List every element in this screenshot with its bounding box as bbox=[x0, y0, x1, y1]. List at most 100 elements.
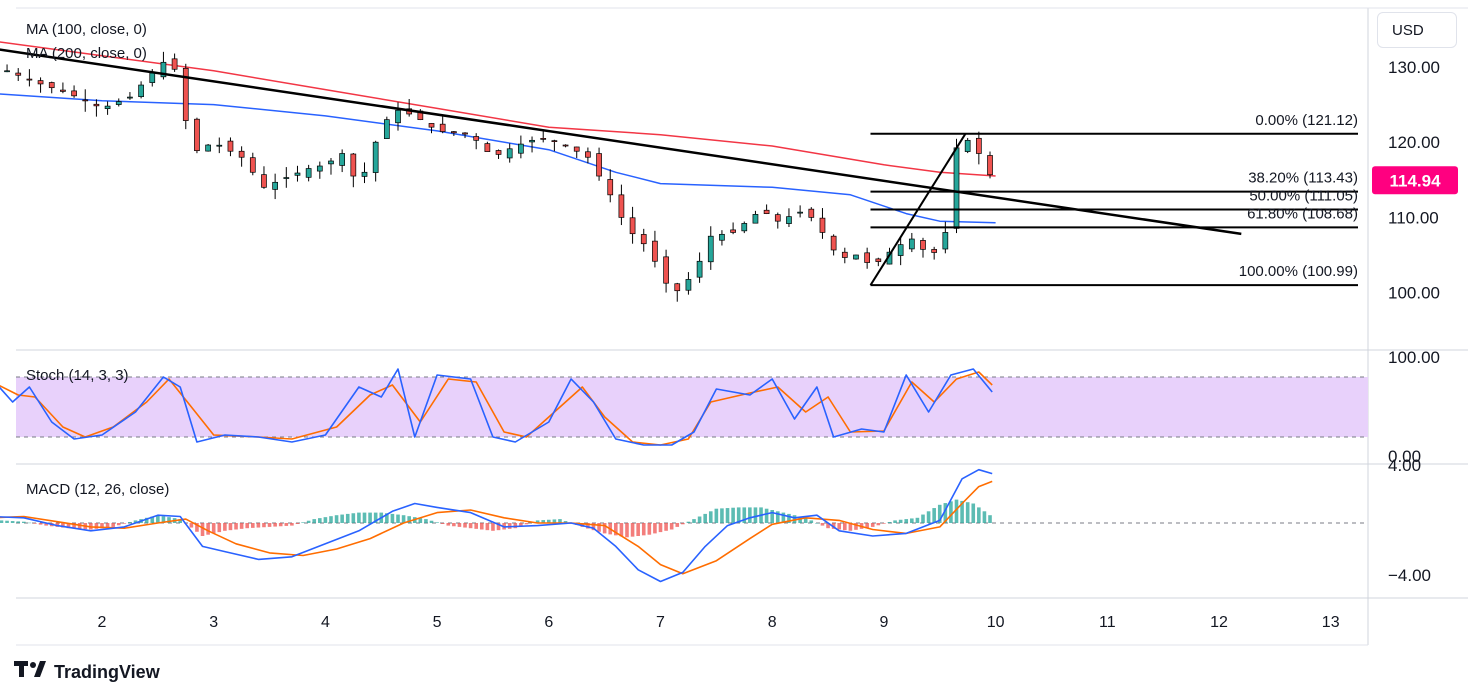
current-price-badge bbox=[1372, 166, 1458, 195]
macd-histogram-bar bbox=[898, 519, 903, 523]
macd-histogram-bar bbox=[893, 520, 897, 523]
candle-body bbox=[216, 144, 223, 147]
candle-body bbox=[618, 194, 625, 218]
macd-histogram-bar bbox=[496, 523, 501, 531]
stochastic-pane[interactable]: Stoch (14, 3, 3) bbox=[0, 367, 1368, 446]
currency-button[interactable]: USD bbox=[1377, 12, 1457, 48]
candle-body bbox=[674, 283, 681, 292]
candle-body bbox=[685, 279, 692, 291]
fib-level-label: 61.80% (108.68) bbox=[1247, 205, 1358, 222]
macd-histogram-bar bbox=[781, 512, 786, 523]
macd-histogram-bar bbox=[111, 523, 115, 527]
macd-histogram-bar bbox=[876, 523, 881, 526]
candle-body bbox=[808, 208, 815, 218]
macd-histogram-bar bbox=[753, 507, 758, 523]
macd-histogram-bar bbox=[625, 523, 629, 538]
macd-histogram-bar bbox=[156, 515, 160, 523]
macd-histogram-bar bbox=[329, 516, 333, 523]
candle-body bbox=[283, 177, 290, 179]
macd-histogram-bar bbox=[971, 503, 976, 523]
candle-body bbox=[261, 174, 267, 188]
macd-histogram-bar bbox=[541, 520, 546, 523]
macd-histogram-bar bbox=[94, 523, 99, 529]
candle-body bbox=[127, 96, 133, 99]
candle-body bbox=[830, 235, 837, 251]
macd-histogram-bar bbox=[223, 523, 227, 531]
macd-histogram-bar bbox=[250, 523, 255, 528]
candle-body bbox=[361, 171, 368, 177]
macd-histogram-bar bbox=[926, 511, 931, 523]
macd-histogram-bar bbox=[468, 523, 473, 529]
candle-body bbox=[596, 153, 602, 177]
time-tick-label: 3 bbox=[209, 614, 218, 631]
macd-histogram-bar bbox=[748, 507, 752, 523]
price-tick-label: 110.00 bbox=[1388, 208, 1439, 227]
macd-histogram-bar bbox=[105, 523, 110, 528]
macd-histogram-bar bbox=[256, 523, 261, 528]
macd-histogram-bar bbox=[267, 523, 272, 527]
macd-histogram-bar bbox=[641, 523, 646, 536]
macd-histogram-bar bbox=[870, 523, 875, 527]
candle-body bbox=[774, 214, 781, 222]
macd-histogram-bar bbox=[949, 501, 953, 523]
macd-histogram-bar bbox=[524, 523, 529, 525]
candle-body bbox=[506, 148, 513, 159]
macd-pane[interactable]: MACD (12, 26, close) bbox=[0, 468, 1368, 583]
candle-body bbox=[294, 172, 301, 176]
candle-body bbox=[875, 258, 882, 262]
macd-histogram-bar bbox=[764, 508, 769, 523]
time-tick-label: 12 bbox=[1210, 614, 1228, 631]
candle-body bbox=[428, 123, 435, 128]
candle-body bbox=[205, 144, 211, 152]
macd-histogram-bar bbox=[357, 512, 361, 523]
tradingview-brand[interactable]: TradingView bbox=[14, 658, 160, 686]
macd-histogram-bar bbox=[16, 521, 21, 523]
macd-histogram-bar bbox=[653, 523, 657, 534]
macd-histogram-bar bbox=[982, 511, 987, 523]
macd-histogram-bar bbox=[167, 517, 171, 523]
macd-histogram-bar bbox=[792, 515, 797, 523]
macd-histogram-bar bbox=[887, 522, 892, 523]
macd-histogram-bar bbox=[669, 523, 674, 530]
macd-histogram-bar bbox=[591, 523, 596, 531]
candle-body bbox=[339, 153, 346, 166]
macd-histogram-bar bbox=[306, 520, 311, 523]
price-pane[interactable]: 0.00% (121.12) 38.20% (113.43)50.00% (111… bbox=[0, 21, 1358, 302]
price-axes: 130.00120.00110.00100.00114.94100.000.00… bbox=[98, 58, 1458, 631]
candle-body bbox=[652, 240, 658, 262]
candle-body bbox=[908, 238, 915, 250]
macd-histogram-bar bbox=[725, 508, 730, 523]
macd-histogram-bar bbox=[133, 520, 138, 523]
macd-histogram-bar bbox=[954, 499, 959, 523]
fib-level-label: 100.00% (100.99) bbox=[1239, 263, 1358, 280]
stoch-tick-label: 0.00 bbox=[1388, 447, 1421, 466]
macd-signal-line bbox=[0, 480, 993, 575]
macd-histogram-bar bbox=[144, 517, 149, 523]
macd-histogram-bar bbox=[44, 523, 48, 526]
macd-histogram-bar bbox=[228, 523, 233, 531]
macd-histogram-bar bbox=[904, 519, 909, 523]
candle-body bbox=[942, 232, 949, 250]
macd-histogram-bar bbox=[323, 517, 328, 523]
descending-trendline bbox=[0, 48, 1242, 236]
macd-histogram-bar bbox=[647, 523, 652, 535]
candle-body bbox=[719, 233, 725, 241]
macd-histogram-bar bbox=[396, 514, 400, 523]
current-price-value: 114.94 bbox=[1389, 171, 1441, 190]
macd-histogram-bar bbox=[452, 523, 456, 527]
macd-histogram-bar bbox=[770, 510, 774, 523]
macd-histogram-bar bbox=[630, 523, 635, 537]
macd-histogram-bar bbox=[100, 523, 104, 529]
macd-histogram-bar bbox=[457, 523, 462, 527]
macd-histogram-bar bbox=[401, 515, 406, 523]
brand-name: TradingView bbox=[54, 661, 160, 682]
macd-histogram-bar bbox=[854, 523, 858, 530]
stoch-d-line bbox=[0, 371, 993, 446]
candle-body bbox=[26, 78, 33, 81]
macd-histogram-bar bbox=[284, 523, 289, 526]
macd-histogram-bar bbox=[340, 514, 344, 523]
candle-body bbox=[920, 240, 926, 250]
macd-histogram-bar bbox=[932, 508, 936, 523]
macd-histogram-bar bbox=[122, 523, 127, 524]
candle-body bbox=[953, 147, 960, 229]
